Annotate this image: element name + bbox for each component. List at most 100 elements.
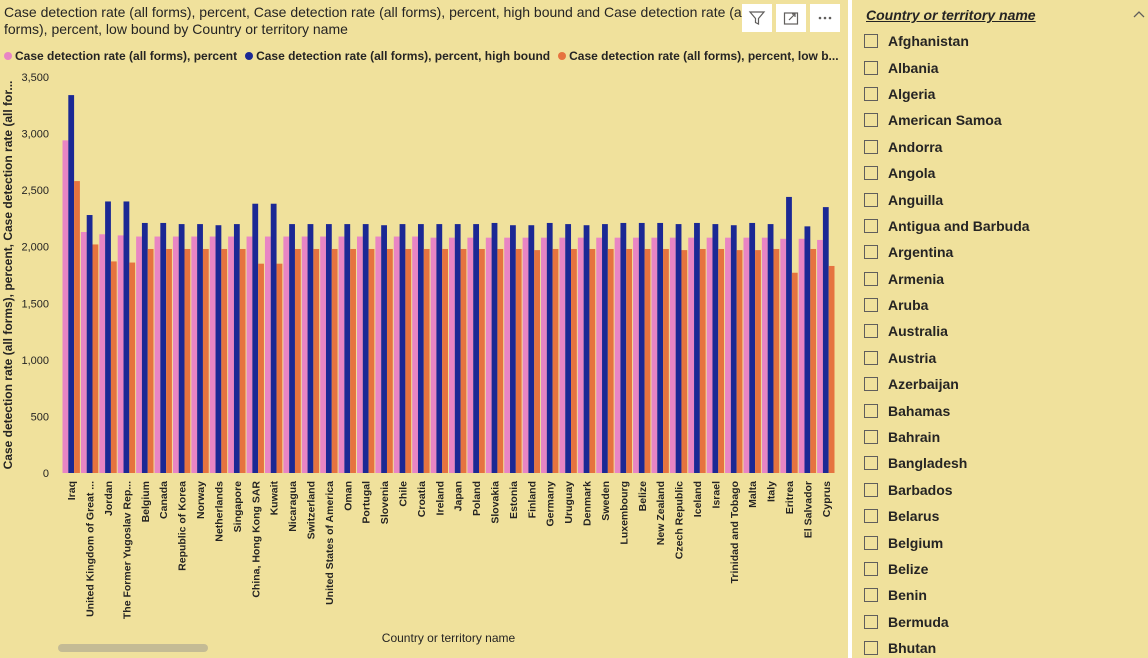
bar-low-bound[interactable] (552, 248, 559, 473)
checkbox[interactable] (864, 139, 878, 154)
legend-item-high-bound[interactable]: Case detection rate (all forms), percent… (245, 48, 550, 64)
checkbox[interactable] (864, 60, 878, 75)
bar-high-bound[interactable] (68, 95, 75, 473)
bar-low-bound[interactable] (515, 248, 522, 473)
bar-high-bound[interactable] (141, 222, 148, 473)
checkbox[interactable] (864, 535, 878, 550)
bar-low-bound[interactable] (239, 248, 246, 473)
bar-low-bound[interactable] (129, 262, 136, 473)
bar-value[interactable] (264, 236, 271, 473)
bar-value[interactable] (725, 237, 731, 473)
bar-value[interactable] (430, 237, 437, 473)
bar-low-bound[interactable] (644, 248, 651, 473)
checkbox[interactable] (864, 641, 878, 656)
bar-high-bound[interactable] (123, 201, 130, 473)
more-options-icon[interactable] (810, 4, 840, 32)
bar-high-bound[interactable] (399, 224, 406, 473)
checkbox[interactable] (864, 350, 878, 365)
bar-low-bound[interactable] (110, 261, 117, 473)
bar-low-bound[interactable] (423, 248, 430, 473)
bar-high-bound[interactable] (381, 225, 387, 473)
bar-low-bound[interactable] (92, 244, 99, 473)
checkbox[interactable] (864, 403, 878, 418)
bar-value[interactable] (743, 237, 750, 473)
bar-value[interactable] (338, 236, 345, 473)
bar-value[interactable] (356, 236, 363, 473)
bar-high-bound[interactable] (362, 224, 369, 473)
checkbox[interactable] (864, 562, 878, 576)
bar-low-bound[interactable] (534, 250, 541, 473)
bar-low-bound[interactable] (791, 272, 798, 473)
bar-high-bound[interactable] (160, 222, 167, 473)
bar-high-bound[interactable] (86, 215, 93, 473)
bar-low-bound[interactable] (828, 265, 835, 473)
bar-low-bound[interactable] (331, 248, 338, 473)
bar-low-bound[interactable] (681, 250, 688, 473)
bar-value[interactable] (541, 237, 547, 473)
bar-low-bound[interactable] (571, 248, 577, 473)
bar-high-bound[interactable] (491, 222, 498, 473)
slicer-item[interactable]: Azerbaijan (864, 371, 1148, 397)
bar-high-bound[interactable] (510, 225, 516, 473)
chevron-up-icon[interactable] (1132, 6, 1146, 22)
bar-high-bound[interactable] (712, 224, 719, 473)
checkbox[interactable] (864, 166, 878, 181)
bar-high-bound[interactable] (436, 224, 443, 473)
bar-value[interactable] (283, 236, 290, 473)
bar-value[interactable] (817, 239, 823, 473)
bar-value[interactable] (191, 236, 198, 473)
slicer-item[interactable]: Austria (864, 345, 1148, 371)
bar-low-bound[interactable] (350, 248, 356, 473)
bar-low-bound[interactable] (147, 248, 154, 473)
bar-low-bound[interactable] (773, 248, 780, 473)
slicer-item[interactable]: Angola (864, 160, 1148, 186)
bar-value[interactable] (669, 237, 676, 473)
bar-value[interactable] (228, 236, 234, 473)
checkbox[interactable] (864, 430, 878, 445)
checkbox[interactable] (864, 482, 878, 497)
slicer-item[interactable]: Afghanistan (864, 28, 1148, 54)
bar-value[interactable] (798, 238, 805, 473)
bar-high-bound[interactable] (546, 222, 553, 473)
slicer-item[interactable]: Belgium (864, 529, 1148, 555)
bar-value[interactable] (633, 237, 639, 473)
bar-high-bound[interactable] (289, 224, 295, 473)
bar-low-bound[interactable] (294, 248, 301, 473)
legend-item-value[interactable]: Case detection rate (all forms), percent (4, 48, 237, 64)
slicer-item[interactable]: Bhutan (864, 635, 1148, 658)
bar-high-bound[interactable] (767, 224, 774, 473)
bar-high-bound[interactable] (417, 224, 424, 473)
bar-low-bound[interactable] (755, 250, 761, 473)
bar-value[interactable] (301, 236, 308, 473)
bar-value[interactable] (246, 236, 253, 473)
bar-high-bound[interactable] (786, 196, 792, 473)
legend-item-low-bound[interactable]: Case detection rate (all forms), percent… (558, 48, 839, 64)
bar-value[interactable] (780, 238, 787, 473)
bar-value[interactable] (136, 236, 142, 473)
bar-low-bound[interactable] (607, 248, 614, 473)
bar-high-bound[interactable] (749, 222, 756, 473)
slicer-item[interactable]: Belarus (864, 503, 1148, 529)
bar-low-bound[interactable] (276, 263, 283, 473)
bar-low-bound[interactable] (718, 248, 725, 473)
checkbox[interactable] (864, 324, 878, 339)
bar-high-bound[interactable] (638, 222, 645, 473)
bar-low-bound[interactable] (460, 248, 467, 473)
bar-high-bound[interactable] (197, 224, 203, 473)
bar-low-bound[interactable] (386, 248, 393, 473)
bar-high-bound[interactable] (105, 201, 111, 473)
bar-low-bound[interactable] (202, 248, 209, 473)
bar-high-bound[interactable] (307, 224, 314, 473)
bar-high-bound[interactable] (675, 224, 682, 473)
bar-low-bound[interactable] (663, 248, 669, 473)
slicer-item[interactable]: Benin (864, 582, 1148, 608)
slicer-item[interactable]: Australia (864, 318, 1148, 344)
slicer-item[interactable]: Barbados (864, 477, 1148, 503)
bar-low-bound[interactable] (497, 248, 504, 473)
bar-value[interactable] (172, 236, 179, 473)
bar-value[interactable] (62, 140, 69, 474)
checkbox[interactable] (864, 588, 878, 603)
checkbox[interactable] (864, 271, 878, 286)
bar-low-bound[interactable] (626, 248, 633, 473)
slicer-item[interactable]: Algeria (864, 81, 1148, 107)
